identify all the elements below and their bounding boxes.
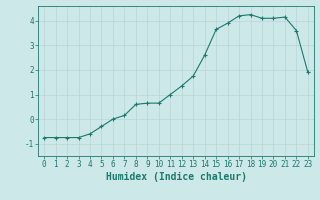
X-axis label: Humidex (Indice chaleur): Humidex (Indice chaleur) bbox=[106, 172, 246, 182]
